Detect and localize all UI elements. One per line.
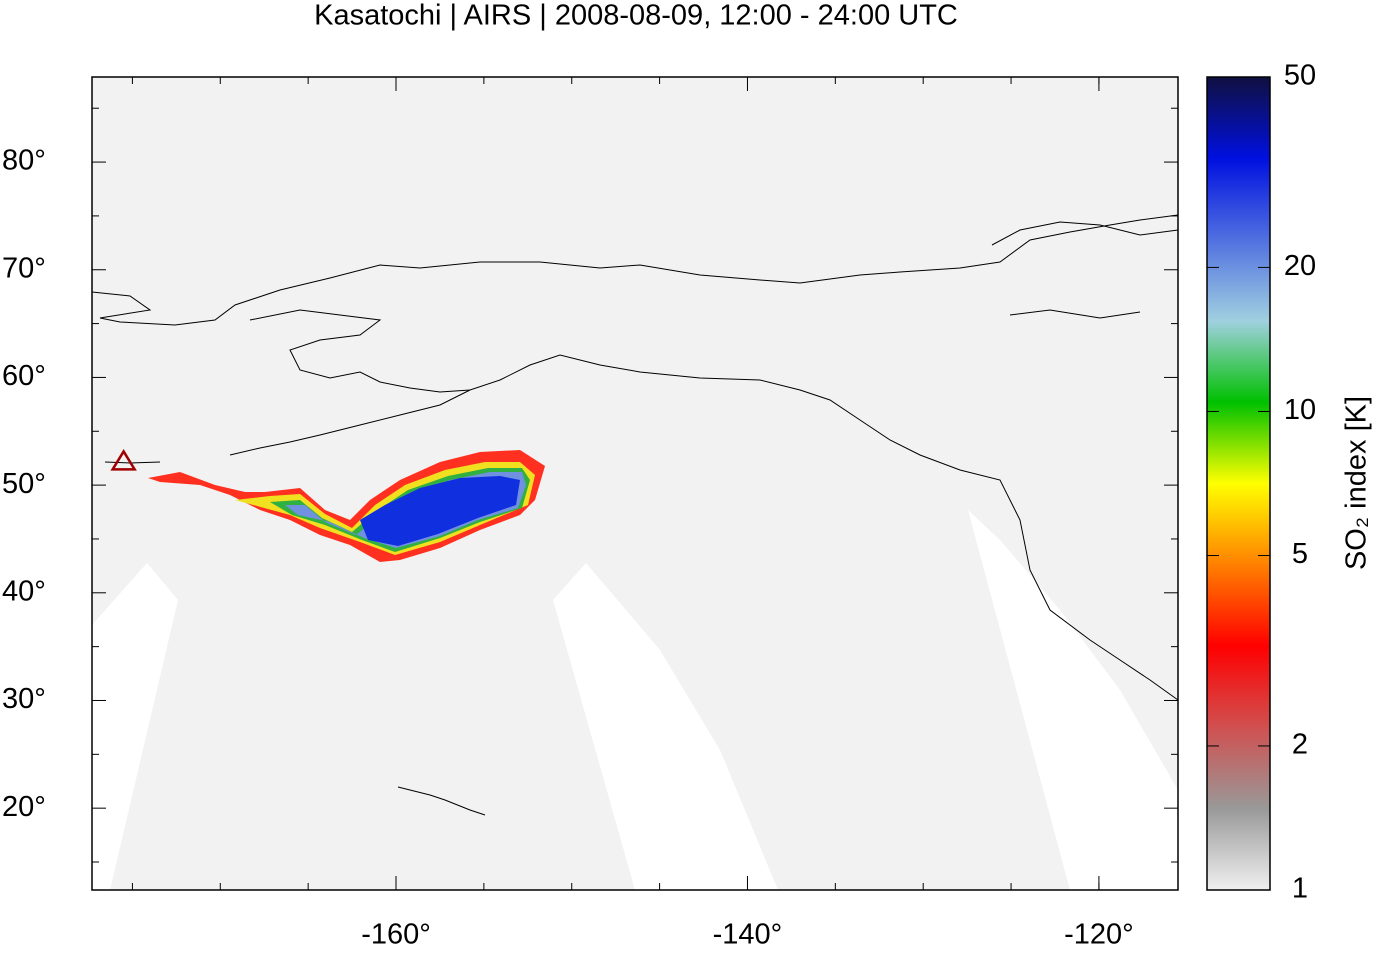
colorbar-tick-label: 5	[1292, 538, 1308, 570]
so2-plume	[148, 450, 545, 562]
map-background	[92, 77, 1178, 890]
y-tick-label: 40°	[2, 575, 46, 607]
axes	[92, 77, 1178, 890]
colorbar-tick-label: 50	[1284, 60, 1316, 92]
x-tick-label: -140°	[713, 919, 783, 950]
colorbar-tick-label: 1	[1292, 873, 1308, 905]
colorbar-label: SO₂ index [K]	[1341, 396, 1373, 570]
colorbar	[1206, 76, 1271, 891]
y-tick-label: 50°	[2, 468, 46, 500]
colorbar-tick-label: 20	[1284, 250, 1316, 282]
plot-frame	[91, 76, 1179, 891]
volcano-marker	[110, 449, 137, 471]
colorbar-tick-label: 2	[1292, 729, 1308, 761]
y-tick-label: 70°	[2, 252, 46, 284]
colorbar-tick-label: 10	[1284, 394, 1316, 426]
x-tick-label: -160°	[361, 919, 431, 950]
coastlines	[91, 214, 1179, 816]
chart-title: Kasatochi | AIRS | 2008-08-09, 12:00 - 2…	[314, 0, 958, 32]
y-tick-label: 30°	[2, 683, 46, 715]
x-tick-label: -120°	[1064, 919, 1134, 950]
y-tick-label: 80°	[2, 145, 46, 177]
y-tick-label: 60°	[2, 360, 46, 392]
y-tick-label: 20°	[2, 791, 46, 823]
